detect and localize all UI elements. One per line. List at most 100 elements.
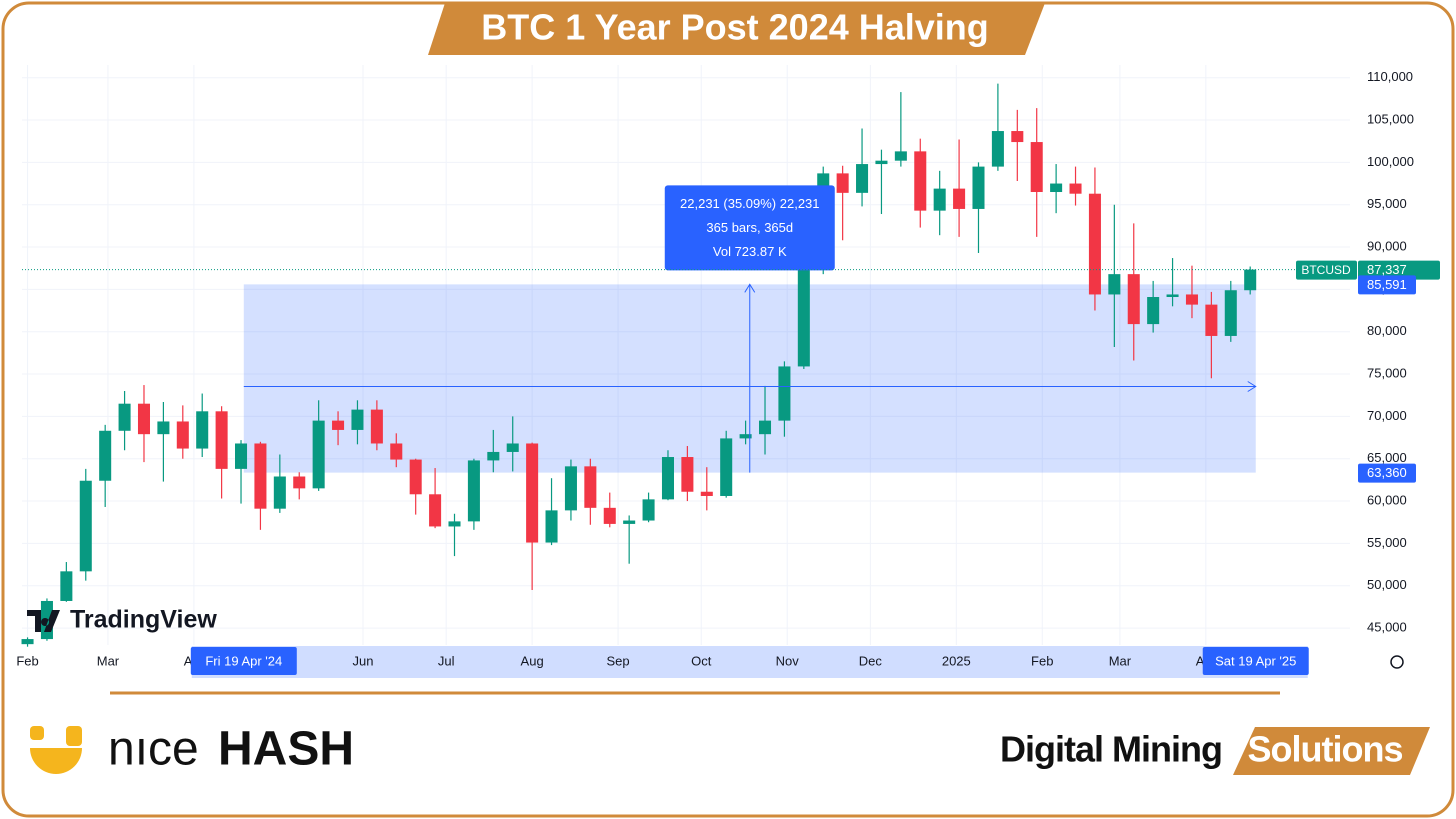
x-tick-label: Mar <box>1109 653 1132 668</box>
candle-body <box>60 571 73 601</box>
candle-body <box>506 443 519 452</box>
settings-icon <box>1390 655 1404 669</box>
symbol-label: BTCUSD <box>1301 263 1351 277</box>
measure-price-label: 63,360 <box>1367 465 1407 480</box>
candle-body <box>118 403 131 431</box>
candle-body <box>661 457 674 500</box>
measure-tooltip-line: 22,231 (35.09%) 22,231 <box>680 196 820 211</box>
y-tick-label: 45,000 <box>1367 620 1407 635</box>
candle-body <box>79 480 92 572</box>
y-tick-label: 60,000 <box>1367 492 1407 507</box>
candle-body <box>623 520 636 524</box>
measure-price-label: 85,591 <box>1367 277 1407 292</box>
candle-body <box>603 507 616 524</box>
candle-body <box>1069 183 1082 194</box>
candle-body <box>720 438 733 496</box>
candle-body <box>1244 269 1257 291</box>
candle-body <box>700 491 713 496</box>
date-label: Fri 19 Apr '24 <box>205 653 282 668</box>
candle-body <box>293 476 306 489</box>
logo-smile <box>30 748 82 774</box>
candle-body <box>467 460 480 522</box>
candle-body <box>545 510 558 543</box>
measure-tooltip <box>664 185 835 271</box>
x-tick-label: Jul <box>438 653 455 668</box>
y-tick-label: 105,000 <box>1367 111 1414 126</box>
candle-body <box>1030 142 1043 193</box>
x-range-highlight <box>191 646 1308 678</box>
candle-body <box>933 188 946 211</box>
title-banner <box>428 3 1045 55</box>
candle-body <box>1185 294 1198 305</box>
candle-body <box>448 521 461 527</box>
candle-body <box>526 443 539 543</box>
candle-body <box>409 459 422 495</box>
candle-body <box>215 411 228 469</box>
candle-body <box>875 160 888 165</box>
logo-bar <box>66 726 82 746</box>
x-tick-label: Dec <box>859 653 883 668</box>
x-tick-label: Oct <box>691 653 712 668</box>
x-tick-label: Sep <box>607 653 630 668</box>
tagline: Digital Mining <box>1000 729 1222 770</box>
measure-price-badge <box>1358 463 1416 483</box>
candle-body <box>681 457 694 492</box>
tagline-badge: Solutions <box>1248 729 1403 770</box>
measure-price-badge <box>1358 275 1416 295</box>
candle-body <box>370 409 383 444</box>
y-tick-label: 110,000 <box>1367 69 1413 84</box>
title: BTC 1 Year Post 2024 Halving <box>481 7 989 48</box>
candle-body <box>429 494 442 527</box>
x-tick-label: 2025 <box>942 653 971 668</box>
date-badge <box>1202 647 1309 675</box>
candle-body <box>953 188 966 209</box>
measure-v-head <box>744 283 756 293</box>
watermark-logo <box>27 610 60 632</box>
candle-body <box>1050 183 1063 193</box>
candle-body <box>137 403 151 435</box>
symbol-badge <box>1296 260 1357 280</box>
plot: 45,000 50,000 55,000 60,000 65,000 70,000 75,0… <box>16 65 1440 678</box>
candle-body <box>390 443 403 460</box>
candle-body <box>254 443 267 509</box>
candle-body <box>584 466 597 508</box>
nicehash-logo: nıce HASH <box>30 723 354 776</box>
candle-body <box>273 476 286 509</box>
candle-body <box>972 166 985 209</box>
y-tick-label: 75,000 <box>1367 365 1407 380</box>
y-tick-label: 50,000 <box>1367 577 1407 592</box>
measure-h-head <box>1247 381 1257 392</box>
x-tick-label: Nov <box>776 653 800 668</box>
candle-body <box>235 443 248 469</box>
measure-tooltip-line: 365 bars, 365d <box>706 220 793 235</box>
candle-body <box>21 639 34 645</box>
x-tick-label: Jun <box>353 653 374 668</box>
watermark-text: TradingView <box>70 606 217 634</box>
candle-body <box>778 366 791 421</box>
candle-body <box>351 409 364 430</box>
candle-body <box>176 421 189 449</box>
candle-body <box>758 420 772 435</box>
candle-body <box>1205 304 1218 336</box>
tagline-badge-bg <box>1233 727 1430 775</box>
candle-body <box>991 131 1004 167</box>
date-badge <box>190 647 297 675</box>
candle-body <box>1088 193 1101 295</box>
y-tick-label: 65,000 <box>1367 450 1407 465</box>
brand-light: nıce <box>108 723 199 776</box>
price-badge <box>1358 260 1440 280</box>
candle-body <box>564 466 577 511</box>
candle-body <box>332 420 345 430</box>
candle-body <box>836 173 849 193</box>
candle-body <box>739 434 752 439</box>
candle-body <box>914 151 927 211</box>
candle-body <box>797 269 810 367</box>
x-tick-label: Feb <box>1031 653 1053 668</box>
candle-body <box>642 499 655 521</box>
candle-body <box>1147 297 1160 325</box>
y-tick-label: 90,000 <box>1367 238 1407 253</box>
candle-body <box>1224 290 1237 336</box>
x-tick-label: Mar <box>97 653 120 668</box>
